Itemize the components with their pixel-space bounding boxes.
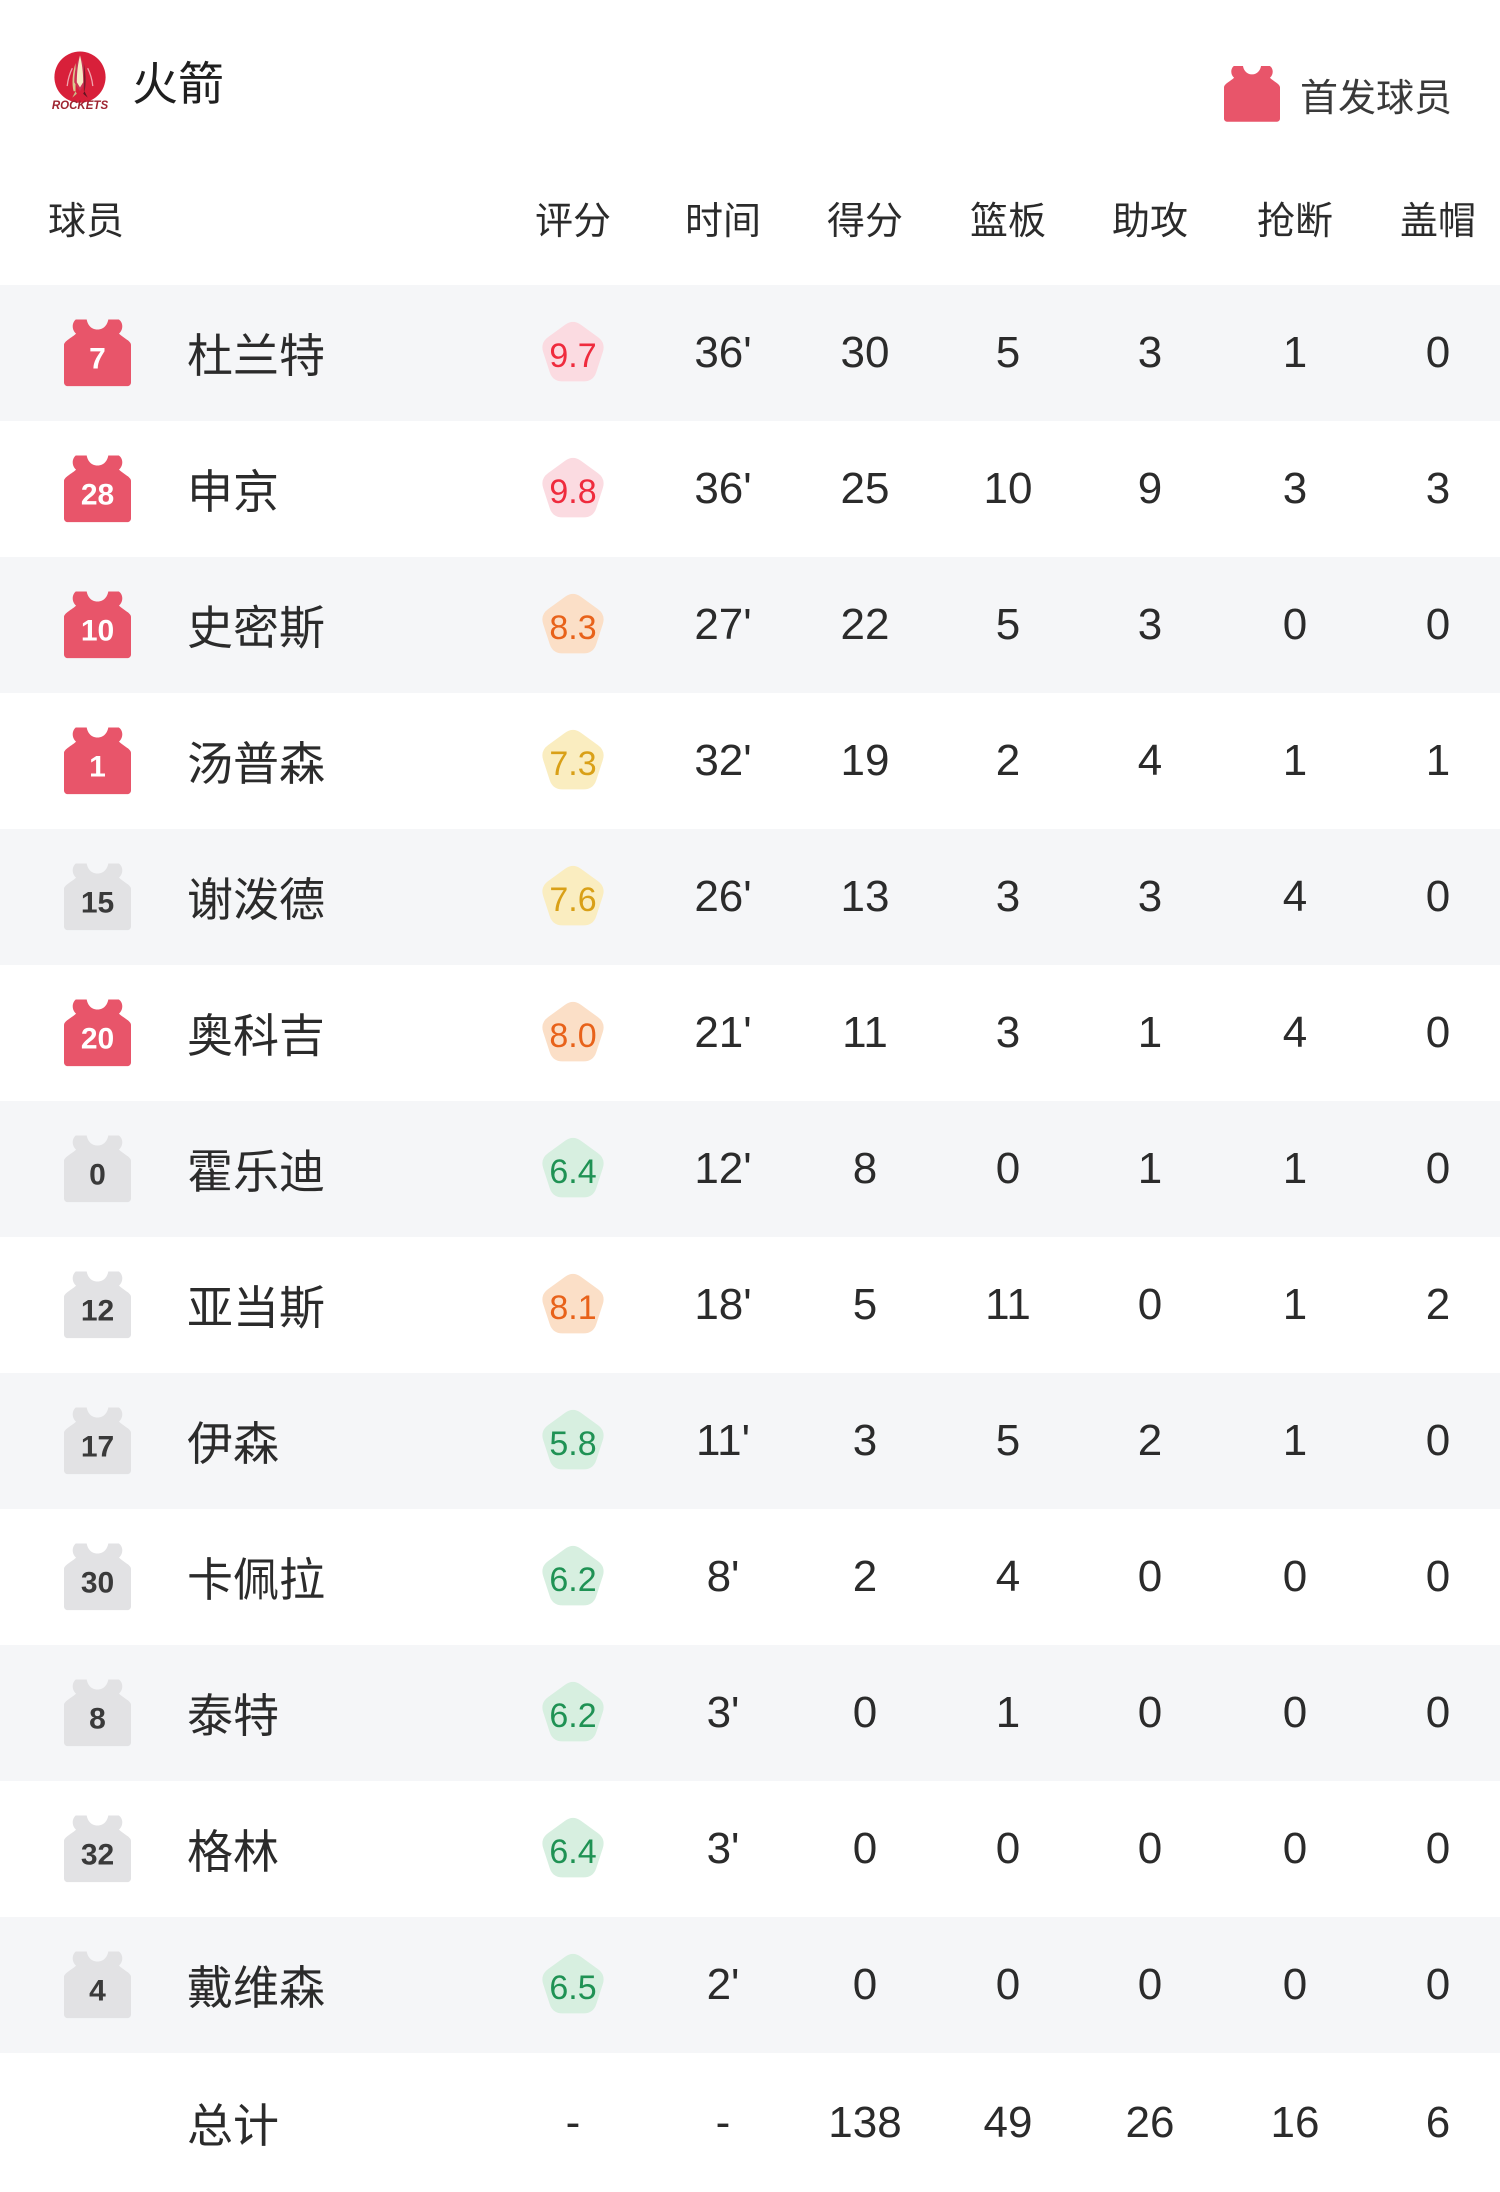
svg-text:ROCKETS: ROCKETS — [52, 100, 109, 112]
